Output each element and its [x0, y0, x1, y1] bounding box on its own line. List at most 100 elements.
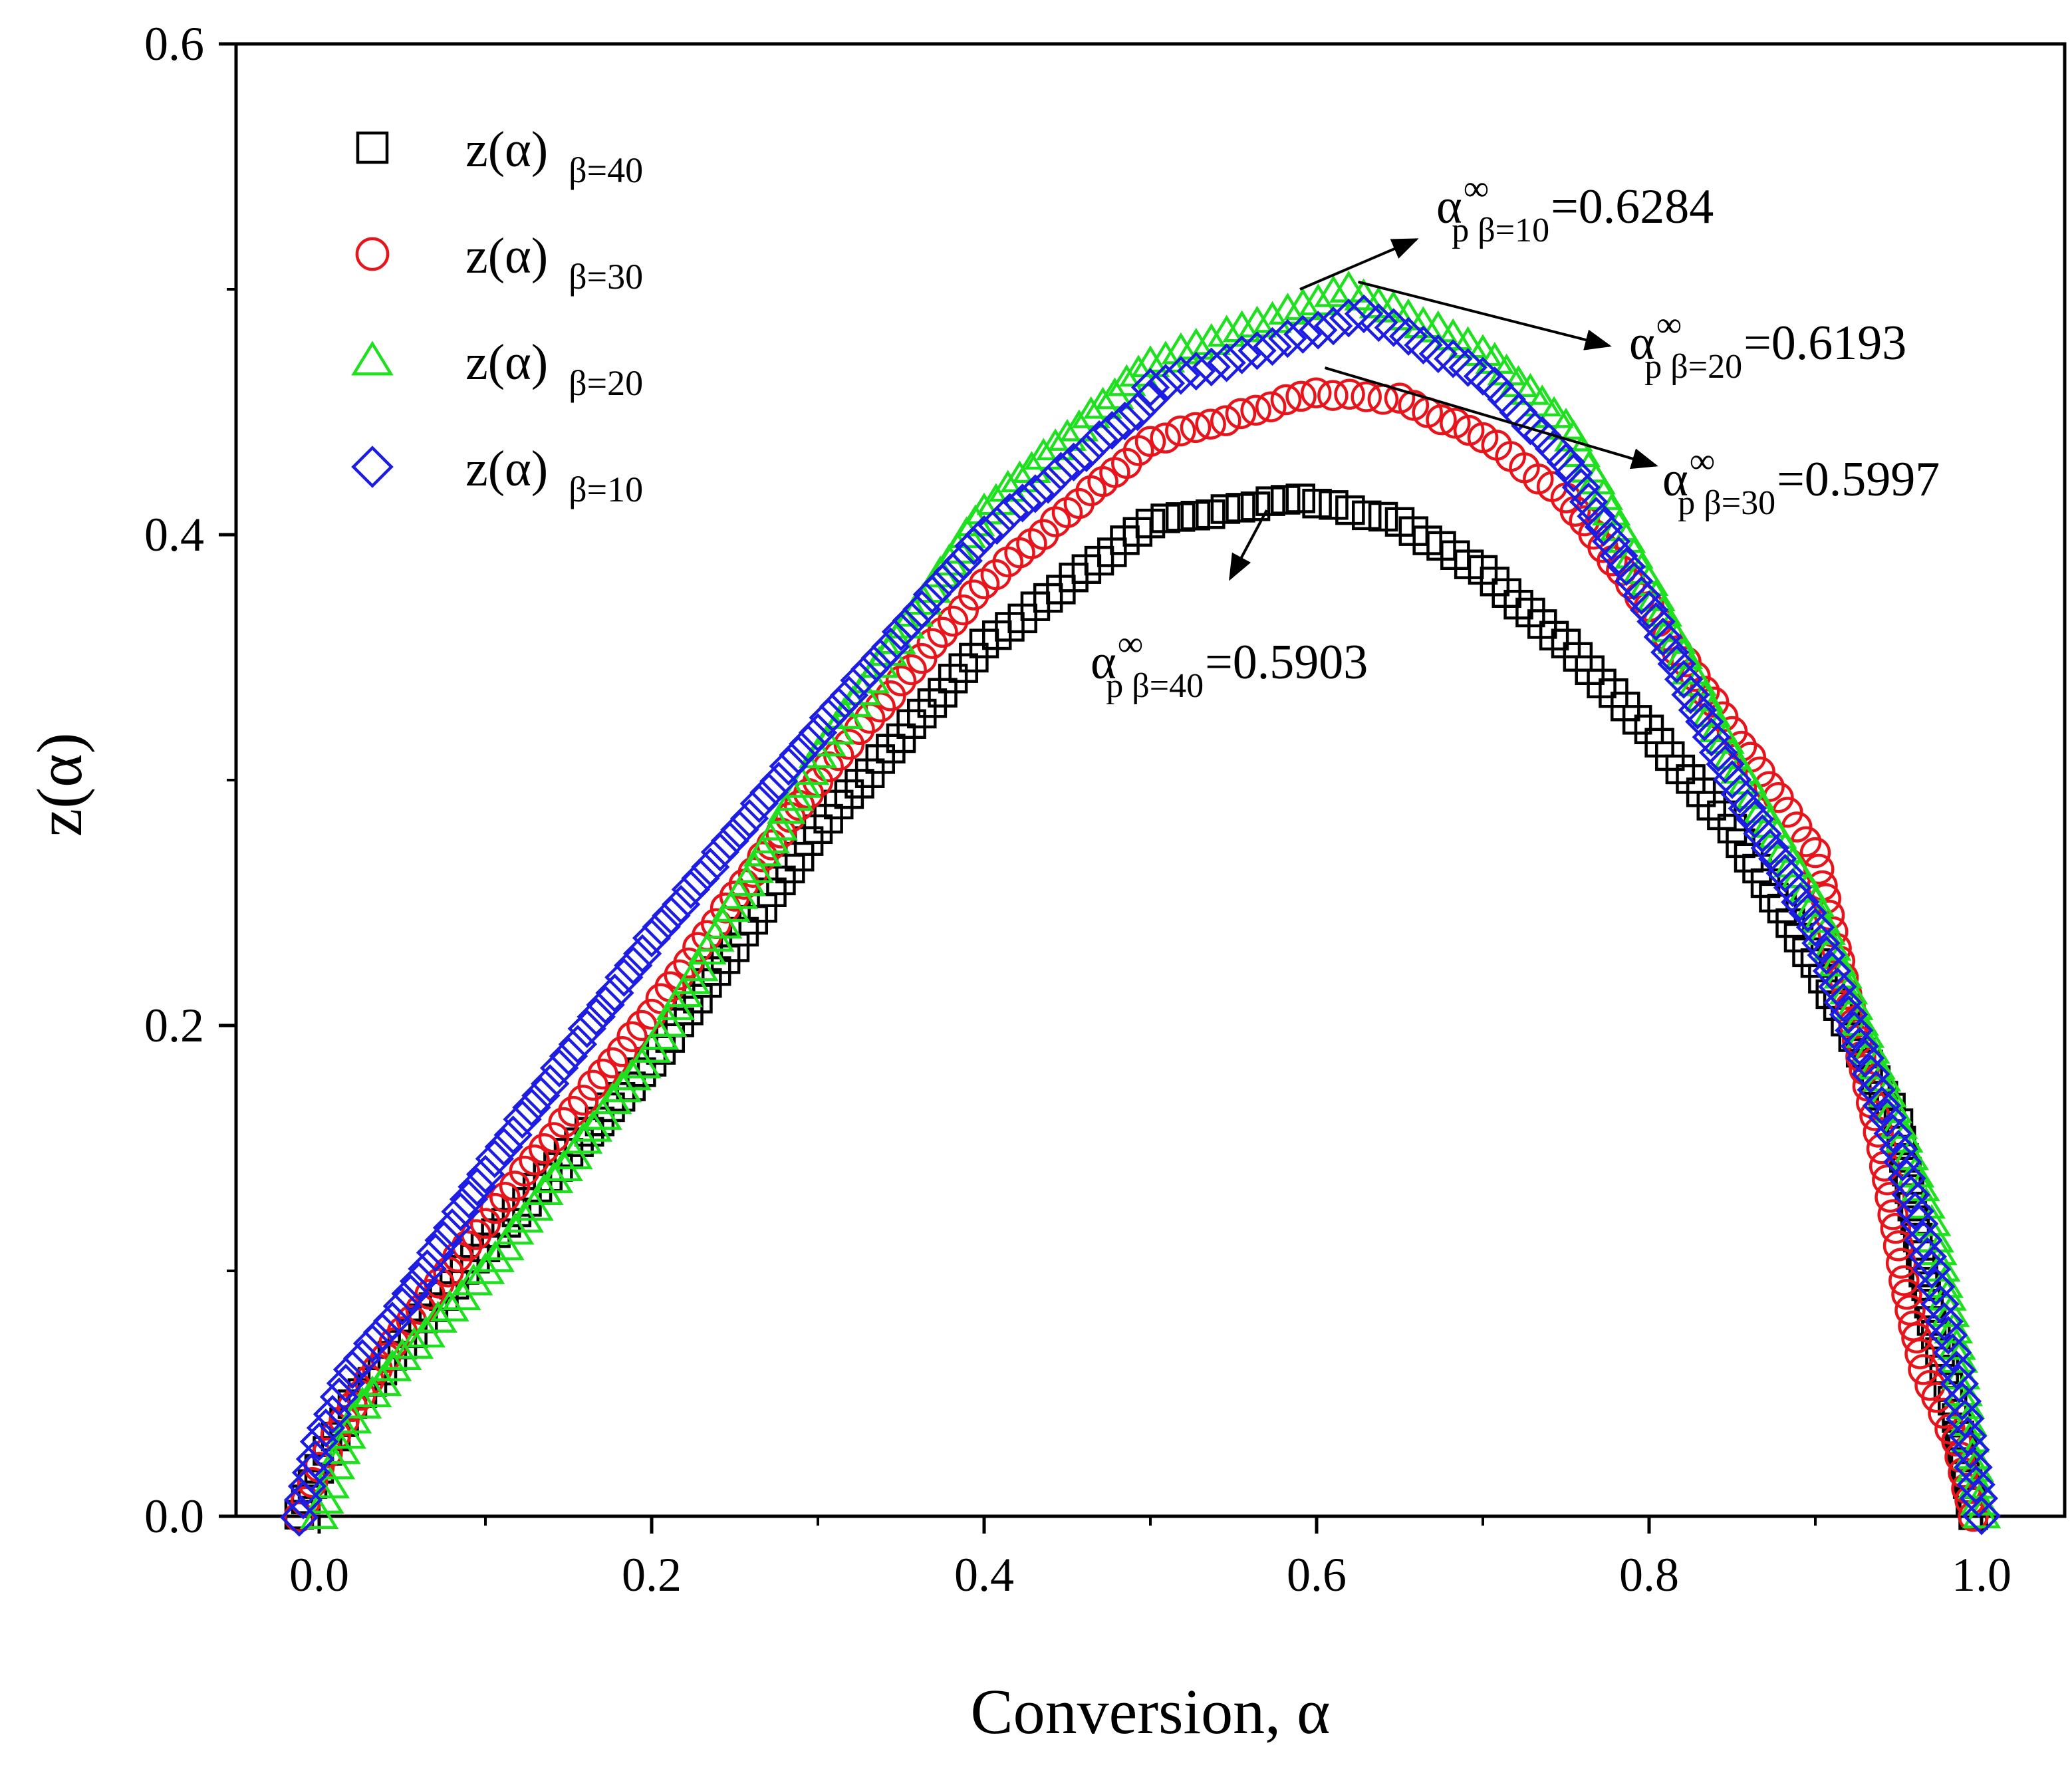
data-point: [372, 1349, 412, 1381]
data-point: [1908, 1354, 1939, 1385]
data-point: [306, 1408, 346, 1448]
data-point: [1150, 422, 1181, 454]
data-point: [453, 1263, 493, 1295]
data-point: [844, 769, 874, 799]
legend-label: z(α) β=30: [465, 228, 643, 297]
data-point: [1801, 923, 1841, 963]
data-point: [1607, 547, 1646, 587]
data-point: [1801, 900, 1841, 933]
data-point: [503, 1099, 542, 1139]
data-point: [449, 1180, 489, 1219]
data-point: [1426, 404, 1457, 436]
legend-label: z(α) β=40: [465, 122, 643, 190]
data-point: [1546, 442, 1586, 482]
data-point: [432, 1208, 472, 1248]
data-point: [602, 1070, 642, 1103]
data-point: [441, 1192, 480, 1232]
data-point: [1253, 301, 1292, 333]
data-point: [1285, 483, 1315, 513]
data-point: [519, 1144, 550, 1176]
annotation-label: α∞ p β=10=0.6284: [1436, 168, 1714, 249]
legend-item: z(α) β=10: [351, 441, 643, 509]
data-point: [382, 1338, 422, 1370]
data-point: [1255, 391, 1287, 422]
data-point: [342, 1387, 382, 1419]
data-point: [912, 575, 952, 614]
x-tick-label: 0.2: [622, 1548, 682, 1601]
data-point: [1299, 311, 1338, 350]
data-point: [1928, 1315, 1968, 1355]
data-point: [1887, 1158, 1926, 1198]
data-point: [829, 676, 869, 715]
x-tick-label: 1.0: [1952, 1548, 2011, 1601]
data-point: [319, 1377, 359, 1417]
data-point: [1023, 438, 1063, 470]
data-point: [1650, 632, 1690, 672]
data-point: [493, 1115, 533, 1154]
data-point: [1561, 468, 1601, 507]
data-point: [990, 493, 1029, 532]
data-point: [1222, 335, 1261, 374]
data-point: [1270, 485, 1301, 515]
data-point: [430, 1290, 469, 1321]
data-point: [944, 541, 983, 581]
data-point: [896, 654, 927, 686]
data-point: [1161, 356, 1201, 395]
data-point: [622, 1046, 662, 1079]
data-point: [1054, 442, 1093, 481]
data-point: [652, 896, 691, 935]
annotation-arrow: [1229, 509, 1268, 581]
y-tick-label: 0.0: [144, 1490, 204, 1543]
data-point: [1799, 837, 1831, 869]
data-point: [636, 998, 668, 1030]
data-point: [923, 563, 962, 603]
data-point: [465, 1154, 505, 1194]
data-point: [1657, 644, 1696, 684]
data-point: [408, 1249, 447, 1289]
data-point: [1359, 303, 1398, 342]
data-point: [1845, 1039, 1885, 1078]
data-point: [739, 784, 779, 823]
data-point: [1862, 1086, 1902, 1125]
data-point: [1962, 1496, 2002, 1536]
data-point: [1180, 412, 1212, 444]
data-point: [1285, 380, 1317, 412]
data-point: [1283, 315, 1323, 354]
data-point: [1622, 576, 1661, 615]
data-point: [1900, 1204, 1939, 1244]
x-tick-label: 0.8: [1619, 1548, 1679, 1601]
data-point: [1222, 310, 1261, 342]
data-point: [1706, 744, 1745, 784]
data-point: [1165, 502, 1196, 532]
data-point: [1237, 331, 1277, 370]
data-point: [937, 605, 969, 637]
data-point: [1720, 774, 1759, 814]
data-point: [1818, 967, 1857, 1006]
data-point: [567, 1085, 599, 1116]
data-point: [1857, 1047, 1896, 1080]
data-point: [1904, 1338, 1936, 1369]
data-point: [586, 985, 625, 1025]
y-tick-label: 0.2: [144, 999, 204, 1052]
data-point: [1698, 733, 1738, 772]
data-point: [892, 601, 931, 640]
data-point: [1351, 381, 1382, 412]
data-point: [372, 1301, 412, 1341]
data-point: [1313, 306, 1353, 346]
data-point: [1130, 345, 1170, 378]
data-point: [917, 688, 948, 718]
data-point: [642, 907, 681, 946]
data-point: [769, 746, 809, 786]
data-point: [1165, 415, 1196, 447]
data-point: [1953, 1437, 1992, 1470]
data-point: [1735, 799, 1775, 839]
data-point: [479, 1192, 511, 1224]
series-β-10: [279, 294, 2002, 1537]
data-point: [418, 1300, 457, 1333]
data-point: [1584, 507, 1624, 547]
data-point: [475, 1139, 515, 1178]
data-point: [819, 687, 858, 726]
data-point: [505, 1200, 545, 1233]
data-point: [1577, 497, 1616, 536]
